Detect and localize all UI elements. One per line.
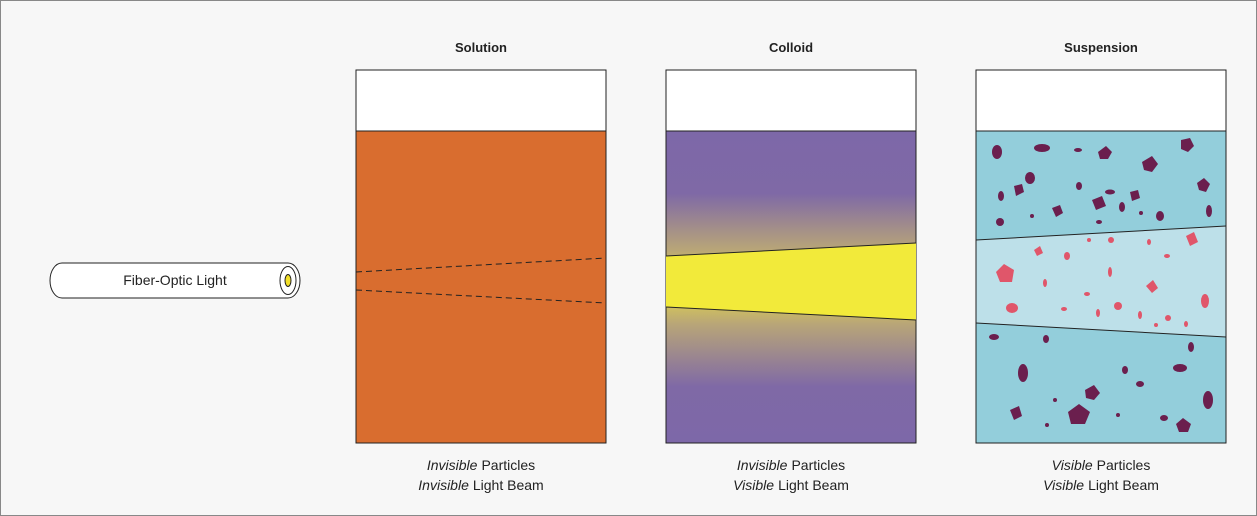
caption-emphasis: Invisible — [418, 477, 469, 493]
caption-text: Particles — [1097, 457, 1151, 473]
caption-text: Light Beam — [1088, 477, 1159, 493]
caption-text: Light Beam — [473, 477, 544, 493]
diagram: Fiber-Optic Light — [0, 0, 1257, 516]
caption-text: Particles — [481, 457, 535, 473]
suspension-beaker — [976, 70, 1226, 443]
colloid-beaker — [666, 70, 916, 443]
solution-beaker — [356, 70, 606, 443]
panel-title: Solution — [455, 40, 507, 55]
light-label: Fiber-Optic Light — [123, 272, 227, 288]
caption-emphasis: Visible — [1043, 477, 1084, 493]
caption-emphasis: Visible — [1052, 457, 1093, 473]
caption-emphasis: Visible — [733, 477, 774, 493]
caption-emphasis: Invisible — [737, 457, 788, 473]
caption-text: Light Beam — [778, 477, 849, 493]
caption-text: Particles — [791, 457, 845, 473]
panel-title: Suspension — [1064, 40, 1138, 55]
panel-title: Colloid — [769, 40, 813, 55]
caption-emphasis: Invisible — [427, 457, 478, 473]
